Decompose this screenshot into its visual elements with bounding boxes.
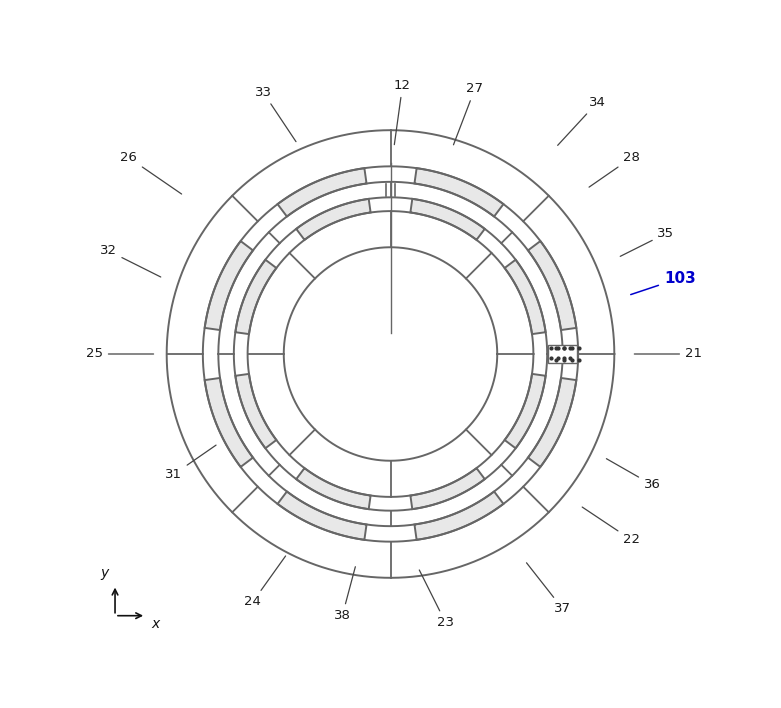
Text: 35: 35 <box>620 227 675 256</box>
Polygon shape <box>296 199 371 240</box>
Text: 33: 33 <box>255 86 296 142</box>
Polygon shape <box>205 378 253 467</box>
Text: 38: 38 <box>333 566 355 622</box>
FancyBboxPatch shape <box>547 346 577 362</box>
Text: 21: 21 <box>634 348 702 360</box>
Text: 25: 25 <box>86 348 154 360</box>
Polygon shape <box>505 374 546 448</box>
Polygon shape <box>277 169 366 217</box>
Polygon shape <box>235 374 276 448</box>
Text: 103: 103 <box>631 270 696 295</box>
Polygon shape <box>235 260 276 334</box>
Text: 12: 12 <box>394 79 411 144</box>
Text: 32: 32 <box>100 244 161 277</box>
Text: 22: 22 <box>582 507 640 547</box>
Polygon shape <box>410 468 485 509</box>
Polygon shape <box>410 199 485 240</box>
Polygon shape <box>296 468 371 509</box>
Polygon shape <box>528 241 576 330</box>
Text: x: x <box>152 617 159 632</box>
Text: 26: 26 <box>120 152 182 194</box>
Polygon shape <box>528 378 576 467</box>
Polygon shape <box>505 260 546 334</box>
Text: 34: 34 <box>558 96 605 145</box>
Text: 23: 23 <box>419 570 454 629</box>
Text: 24: 24 <box>244 556 286 608</box>
Text: 28: 28 <box>589 152 640 187</box>
Polygon shape <box>415 169 504 217</box>
Polygon shape <box>277 491 366 539</box>
Text: 31: 31 <box>165 445 216 481</box>
Polygon shape <box>205 241 253 330</box>
Text: 36: 36 <box>606 459 661 491</box>
Text: y: y <box>101 566 109 580</box>
Text: 27: 27 <box>454 82 483 145</box>
Polygon shape <box>415 491 504 539</box>
Text: 37: 37 <box>526 563 571 615</box>
